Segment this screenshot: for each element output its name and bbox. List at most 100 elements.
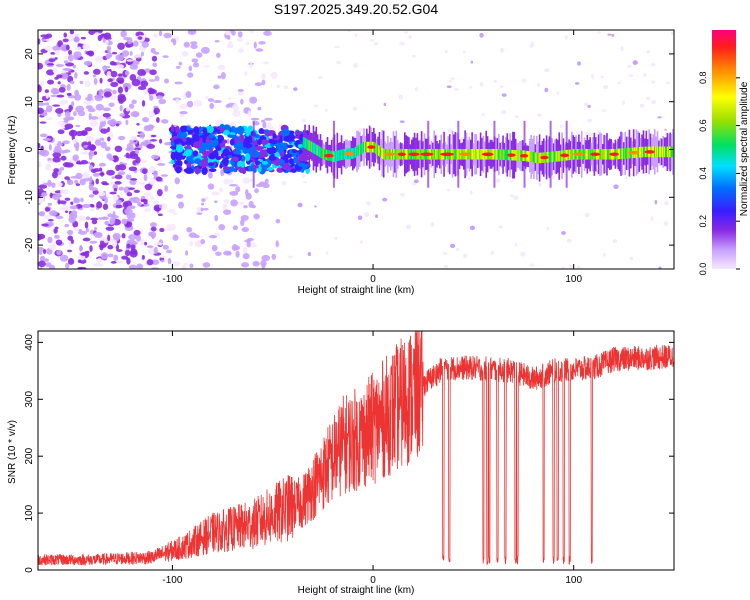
- spectrogram-ridge-cell: [438, 149, 440, 160]
- spectrogram-noise-cell: [44, 38, 53, 42]
- spectrogram-noise-cell: [215, 251, 222, 257]
- spectrogram-noise-cell: [195, 52, 203, 58]
- spectrogram-noise-cell: [185, 250, 189, 256]
- spectrogram-noise-cell: [62, 38, 69, 43]
- spectrogram-noise-cell: [223, 209, 232, 215]
- spectrogram-clutter-cell: [268, 155, 277, 161]
- spectrogram-noise-cell: [399, 41, 405, 46]
- spectrogram-ridge-cell: [663, 146, 666, 158]
- spectrogram-noise-cell: [208, 171, 213, 179]
- spectrogram-noise-cell: [234, 245, 241, 251]
- spectrogram-clutter-cell: [260, 139, 269, 145]
- spectrogram-noise-cell: [98, 167, 103, 172]
- spectrogram-noise-cell: [115, 123, 120, 127]
- spectrogram-ridge-cell: [311, 142, 314, 153]
- spectrogram-noise-cell: [235, 250, 240, 258]
- spectrogram-ridge-cell: [548, 151, 551, 163]
- spectrogram-noise-cell: [72, 138, 77, 145]
- spectrogram-ridge-cell: [660, 146, 663, 158]
- spectrogram-noise-cell: [141, 70, 146, 76]
- spectrogram-ridge-cell: [476, 149, 478, 160]
- spectrogram-clutter-cell: [234, 127, 238, 132]
- spectrogram-noise-cell: [375, 214, 379, 218]
- spectrogram-ridge-cell: [618, 148, 621, 160]
- spectrogram-noise-cell: [146, 259, 154, 266]
- spectrogram-ridge-cell: [602, 149, 605, 160]
- spectrogram-ridge-cell: [455, 149, 457, 160]
- spectrogram-noise-cell: [203, 207, 209, 211]
- spectrogram-noise-cell: [124, 208, 133, 215]
- spectrogram-noise-cell: [237, 88, 244, 92]
- spectrogram-noise-cell: [64, 123, 74, 130]
- spectrogram-ridge-cell: [323, 149, 326, 160]
- spectrogram-noise-cell: [665, 82, 670, 85]
- spectrogram-noise-cell: [348, 30, 351, 33]
- spectrogram-ridge-cell: [553, 151, 556, 162]
- spectrogram-ridge-cell: [606, 149, 609, 160]
- snr-y-tick-label: 400: [24, 334, 35, 351]
- spectrogram-noise-cell: [253, 213, 260, 220]
- spectrogram-ridge-cell: [528, 151, 531, 162]
- spectrogram-ridge-cell: [364, 141, 366, 153]
- spectrogram-noise-cell: [264, 117, 273, 121]
- spectrogram-ridge-cell: [536, 152, 539, 164]
- spectrogram-noise-cell: [530, 41, 534, 47]
- spectrogram-noise-cell: [55, 107, 64, 114]
- spectrogram-noise-cell: [141, 255, 145, 260]
- spectrogram-noise-cell: [150, 134, 157, 138]
- spectrogram-noise-cell: [220, 169, 225, 177]
- spectrogram-noise-cell: [99, 137, 105, 142]
- spectrogram-noise-cell: [119, 105, 123, 112]
- spectrogram-clutter-cell: [276, 167, 284, 173]
- spectrogram-noise-cell: [275, 240, 279, 247]
- spectrogram-noise-cell: [561, 266, 566, 269]
- spectrogram-noise-cell: [556, 91, 560, 95]
- spectrogram-noise-cell: [141, 100, 146, 107]
- spectrogram-noise-cell: [625, 176, 628, 180]
- spectrogram-ridge-cell: [494, 149, 496, 160]
- spectrogram-ridge-cell: [315, 144, 318, 156]
- spectrogram-clutter-cell: [224, 145, 231, 150]
- spectrogram-noise-cell: [118, 135, 126, 141]
- spectrogram-clutter-cell: [186, 125, 191, 131]
- spectrogram-noise-cell: [479, 32, 484, 38]
- spectrogram-noise-cell: [469, 225, 476, 231]
- spectrogram-noise-cell: [125, 119, 129, 126]
- spectrogram-ridge-cell: [353, 147, 356, 158]
- spectrogram-streak: [252, 120, 255, 188]
- spectrogram-noise-cell: [186, 226, 193, 233]
- spectrogram-clutter-cell: [186, 140, 190, 145]
- spectrogram-noise-cell: [151, 259, 160, 265]
- spectrogram-noise-cell: [92, 189, 99, 195]
- spectrogram-noise-cell: [450, 77, 455, 80]
- spectrogram-ridge-cell: [493, 149, 495, 160]
- spectrogram-ridge-cell: [361, 143, 363, 154]
- spectrogram-noise-cell: [147, 124, 155, 129]
- spectrogram-ridge-cell: [623, 148, 626, 159]
- spectrogram-noise-cell: [38, 38, 41, 45]
- spectrogram-ridge-cell: [658, 146, 661, 158]
- spectrogram-noise-cell: [57, 81, 61, 85]
- spectrogram-noise-cell: [270, 126, 275, 130]
- spectrogram-ridge-cell: [500, 149, 502, 160]
- spectrogram-noise-cell: [172, 261, 181, 267]
- spectrogram-clutter-cell: [286, 144, 293, 149]
- spectrogram-noise-cell: [121, 233, 126, 239]
- spectrogram-noise-cell: [80, 252, 88, 256]
- spectrogram-noise-cell: [628, 74, 634, 77]
- spectrogram-ridge-cell: [478, 149, 480, 160]
- spectrogram-ridge-cell: [604, 149, 607, 160]
- spectrogram-clutter-cell: [194, 158, 202, 165]
- spectrogram-noise-cell: [654, 199, 658, 205]
- snr-series-line: [38, 331, 674, 566]
- spectrogram-ridge-cell: [640, 146, 643, 158]
- spectrogram-noise-cell: [252, 260, 260, 267]
- spectrogram-noise-cell: [148, 89, 156, 95]
- spectrogram-noise-cell: [133, 147, 142, 151]
- spectrogram-ridge-cell: [656, 146, 659, 158]
- spectrogram-noise-cell: [163, 142, 173, 146]
- spectrogram-noise-cell: [242, 177, 251, 184]
- spectrogram-clutter-cell: [219, 127, 225, 133]
- snr-x-tick-label: 0: [370, 575, 376, 586]
- spectrogram-noise-cell: [73, 55, 77, 58]
